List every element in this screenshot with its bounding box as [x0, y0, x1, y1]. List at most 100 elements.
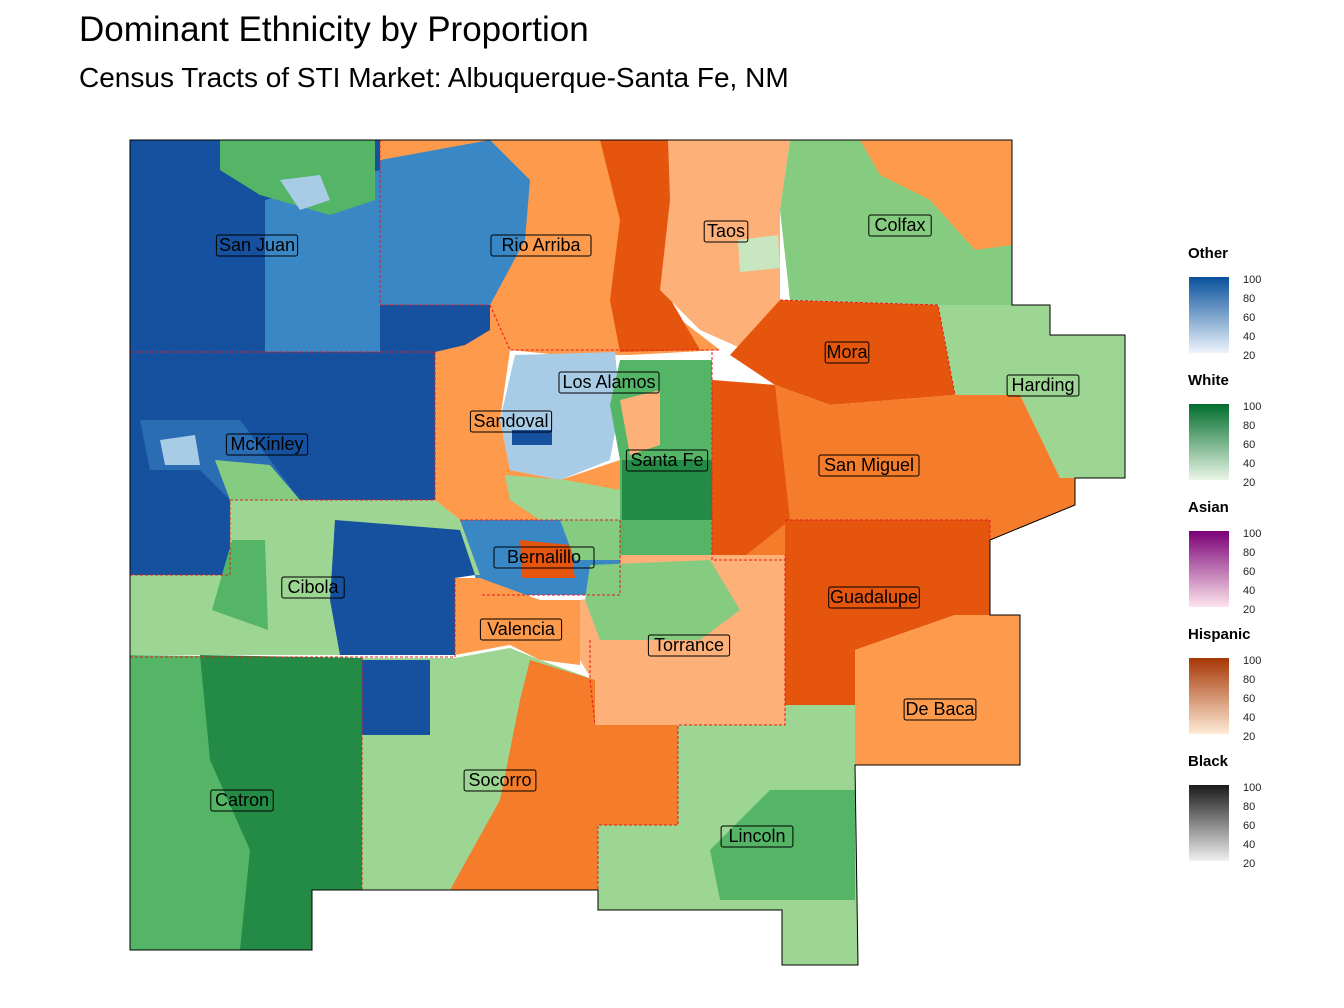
county-label-box [903, 698, 977, 721]
tract-mckinley-green [215, 460, 300, 500]
county-label-san-miguel: San Miguel [818, 454, 920, 477]
legend-title: White [1188, 372, 1229, 389]
legend-tick-label: 80 [1243, 801, 1256, 813]
border-line [785, 519, 991, 615]
county-label-box [215, 234, 299, 257]
legend-asian: Asian 100 80 60 40 20 [1188, 499, 1328, 626]
tract-cibola-blue [330, 520, 475, 655]
county-label-box [493, 546, 595, 569]
legend-tick-label: 20 [1243, 350, 1256, 362]
border-line [379, 140, 720, 351]
county-label-taos: Taos [703, 220, 749, 243]
county-label-box [703, 220, 749, 243]
legend-ticks: 100 80 60 40 20 [1243, 525, 1261, 620]
legend-white: White 100 80 60 40 20 [1188, 372, 1328, 499]
tract-socorro-blue [362, 660, 430, 735]
legend-title: Asian [1188, 499, 1229, 516]
legend-tick-label: 100 [1243, 655, 1262, 667]
legend-tick-label: 80 [1243, 293, 1256, 305]
county-label-valencia: Valencia [479, 618, 563, 641]
county-label-box [720, 825, 794, 848]
county-label-guadalupe: Guadalupe [828, 586, 920, 609]
tract-san-juan-light [280, 175, 330, 210]
county-area-taos[interactable] [660, 140, 790, 350]
tract-mckinley-light [160, 435, 200, 465]
county-label-box [1006, 374, 1080, 397]
county-label-text: Santa Fe [630, 450, 703, 470]
county-label-box [281, 576, 345, 599]
county-label-text: Rio Arriba [501, 235, 581, 255]
county-label-box [647, 634, 731, 657]
border-line [779, 299, 956, 396]
legend-tick-label: 80 [1243, 420, 1256, 432]
county-label-text: Harding [1011, 375, 1074, 395]
county-area-mckinley[interactable] [130, 352, 435, 575]
tract-cibola-west [212, 540, 268, 630]
county-area-guadalupe[interactable] [785, 520, 990, 705]
county-labels: San Juan Rio Arriba Taos Colfax Mora Harding L… [210, 214, 1080, 848]
county-label-text: Bernalillo [507, 547, 581, 567]
legend-tick-label: 40 [1243, 585, 1256, 597]
legend-tick-label: 40 [1243, 839, 1256, 851]
legend-tick-label: 40 [1243, 712, 1256, 724]
tract-san-juan-east [265, 170, 380, 352]
legend-color-ramp [1189, 531, 1229, 607]
legend-tick-label: 100 [1243, 528, 1262, 540]
county-label-box [479, 618, 563, 641]
county-regions [130, 140, 1125, 965]
county-label-text: Guadalupe [830, 587, 918, 607]
county-label-text: San Miguel [824, 455, 914, 475]
county-label-box [625, 449, 709, 472]
legend-tick-label: 20 [1243, 731, 1256, 743]
county-label-socorro: Socorro [463, 769, 537, 792]
county-area-mora[interactable] [730, 300, 955, 405]
county-label-text: Torrance [654, 635, 724, 655]
county-area-valencia[interactable] [455, 578, 580, 665]
tract-rio-arriba-dark [600, 140, 700, 352]
legend-other: Other 100 80 60 40 20 [1188, 245, 1328, 372]
county-label-harding: Harding [1006, 374, 1080, 397]
legend-tick-label: 100 [1243, 782, 1262, 794]
legend-black: Black 100 80 60 40 20 [1188, 753, 1328, 880]
county-label-box [818, 454, 920, 477]
county-label-box [463, 769, 537, 792]
county-label-mckinley: McKinley [225, 433, 309, 456]
county-label-cibola: Cibola [281, 576, 345, 599]
county-label-colfax: Colfax [868, 214, 932, 237]
legend-tick-label: 60 [1243, 566, 1256, 578]
county-label-text: Sandoval [473, 411, 548, 431]
county-label-text: De Baca [905, 699, 975, 719]
county-area-de-baca[interactable] [855, 615, 1020, 765]
legend-color-ramp [1189, 658, 1229, 734]
map-subtitle: Census Tracts of STI Market: Albuquerque… [79, 62, 789, 93]
county-label-box [210, 789, 274, 812]
county-label-text: Colfax [874, 215, 925, 235]
county-area-san-miguel[interactable] [712, 380, 1075, 560]
county-area-harding[interactable] [938, 305, 1125, 478]
tract-torrance-green [585, 560, 740, 640]
county-label-text: Valencia [487, 619, 556, 639]
legend-tick-label: 60 [1243, 820, 1256, 832]
county-label-san-juan: San Juan [215, 234, 299, 257]
border-line [460, 519, 621, 596]
county-label-box [824, 341, 870, 364]
border-line [130, 578, 456, 658]
tract-san-miguel-dark [712, 380, 790, 560]
tract-los-alamos-dark [512, 430, 552, 445]
county-label-box [225, 433, 309, 456]
county-label-rio-arriba: Rio Arriba [490, 234, 592, 257]
county-label-catron: Catron [210, 789, 274, 812]
legend-ticks: 100 80 60 40 20 [1243, 652, 1261, 747]
region-outline [129, 139, 1126, 966]
county-label-text: San Juan [219, 235, 295, 255]
tract-colfax-orange [860, 140, 1012, 250]
county-label-santa-fe: Santa Fe [625, 449, 709, 472]
legend-hispanic: Hispanic 100 80 60 40 20 [1188, 626, 1328, 753]
tract-socorro-orange [450, 660, 678, 890]
county-area-los-alamos[interactable] [500, 352, 620, 480]
border-line [589, 640, 596, 726]
legend-title: Other [1188, 245, 1229, 262]
county-area-sandoval[interactable] [380, 305, 620, 520]
legend-tick-label: 40 [1243, 331, 1256, 343]
